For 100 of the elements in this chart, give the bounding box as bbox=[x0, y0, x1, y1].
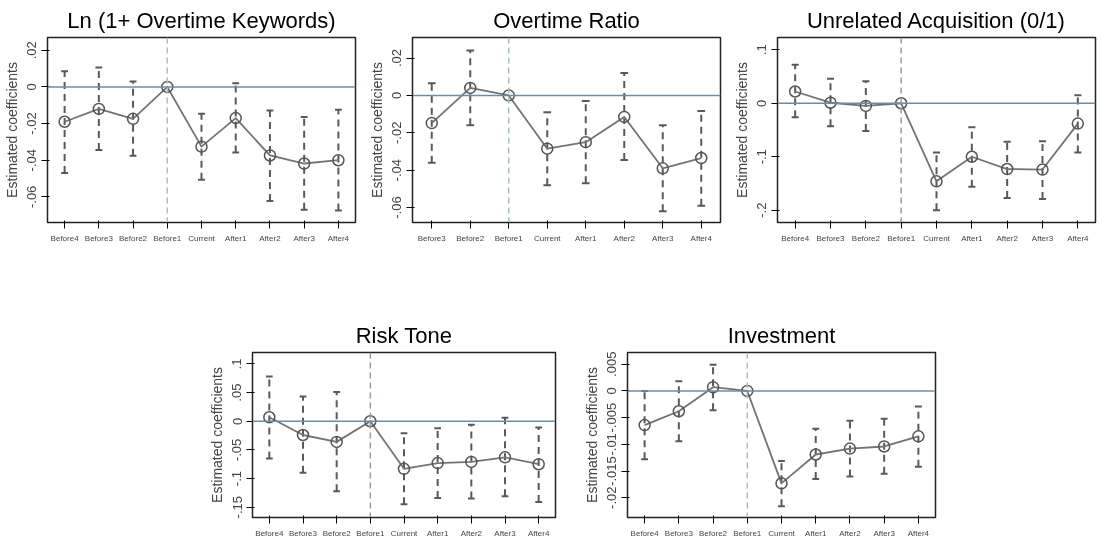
point bbox=[859, 99, 873, 113]
point bbox=[638, 418, 651, 432]
y-tick-label: -.02 bbox=[604, 486, 620, 509]
chart-title: Overtime Ratio bbox=[493, 7, 640, 33]
x-tick-label: Before2 bbox=[699, 528, 728, 538]
x-tick-label: Before1 bbox=[153, 233, 182, 243]
point bbox=[877, 440, 891, 453]
y-tick-label: .02 bbox=[24, 41, 40, 60]
x-tick-label: Before3 bbox=[288, 528, 318, 538]
chart-title: Investment bbox=[727, 322, 836, 348]
x-tick-label: Current bbox=[923, 233, 951, 243]
point bbox=[706, 380, 720, 394]
x-tick-label: After2 bbox=[613, 233, 636, 243]
point bbox=[579, 135, 592, 149]
point bbox=[425, 116, 438, 130]
x-tick-label: After2 bbox=[259, 233, 282, 243]
point bbox=[263, 149, 277, 162]
x-tick-label: Before1 bbox=[733, 528, 762, 538]
y-tick-label: .05 bbox=[229, 383, 245, 402]
point bbox=[1071, 117, 1085, 130]
y-tick-label: -.04 bbox=[24, 149, 40, 172]
point bbox=[297, 157, 311, 170]
point bbox=[843, 442, 857, 455]
chart-title: Risk Tone bbox=[355, 322, 452, 348]
point bbox=[824, 96, 837, 109]
x-tick-label: Current bbox=[768, 528, 796, 538]
x-tick-label: Before2 bbox=[322, 528, 352, 538]
x-tick-label: Before3 bbox=[664, 528, 694, 538]
point bbox=[695, 151, 708, 165]
y-tick-label: -.15 bbox=[229, 495, 245, 519]
x-tick-label: After3 bbox=[494, 528, 517, 538]
point bbox=[912, 430, 925, 443]
point bbox=[502, 89, 515, 102]
x-tick-label: After2 bbox=[839, 528, 862, 538]
point bbox=[263, 411, 276, 424]
x-tick-label: Before4 bbox=[255, 528, 284, 538]
point bbox=[126, 112, 140, 126]
point bbox=[656, 162, 669, 175]
y-tick-label: -.015 bbox=[604, 456, 620, 486]
y-tick-label: -.06 bbox=[389, 196, 405, 219]
x-tick-label: After3 bbox=[873, 528, 896, 538]
point bbox=[332, 153, 345, 167]
x-tick-label: Before3 bbox=[816, 233, 846, 243]
x-tick-label: After3 bbox=[652, 233, 674, 243]
chart-title: Ln (1+ Overtime Keywords) bbox=[67, 7, 336, 33]
y-axis-title: Estimated coefficients bbox=[733, 62, 750, 198]
y-tick-label: 0 bbox=[24, 83, 40, 91]
point bbox=[195, 140, 208, 153]
x-tick-label: Before3 bbox=[417, 233, 447, 243]
x-tick-label: After1 bbox=[225, 233, 247, 243]
x-tick-label: After1 bbox=[805, 528, 827, 538]
y-tick-label: -.1 bbox=[754, 149, 770, 165]
point bbox=[532, 457, 545, 471]
chart-title: Unrelated Acquisition (0/1) bbox=[806, 7, 1065, 33]
y-tick-label: 0 bbox=[754, 99, 770, 107]
y-axis-title: Estimated coefficients bbox=[583, 367, 600, 503]
y-tick-label: -.1 bbox=[229, 470, 245, 487]
point bbox=[92, 102, 106, 116]
x-tick-label: Before4 bbox=[50, 233, 80, 243]
x-tick-label: Before1 bbox=[887, 233, 916, 243]
x-tick-label: Before2 bbox=[119, 233, 148, 243]
x-tick-label: Before3 bbox=[84, 233, 114, 243]
y-tick-label: -.05 bbox=[229, 438, 245, 462]
x-tick-label: After2 bbox=[460, 528, 483, 538]
x-tick-label: Before2 bbox=[851, 233, 881, 243]
y-axis-title: Estimated coefficients bbox=[368, 62, 385, 198]
x-tick-label: Current bbox=[188, 233, 216, 243]
x-tick-label: Before4 bbox=[630, 528, 660, 538]
point bbox=[364, 415, 377, 428]
point bbox=[1036, 163, 1049, 176]
point bbox=[296, 428, 310, 442]
y-tick-label: .1 bbox=[229, 358, 245, 370]
point bbox=[431, 456, 444, 470]
y-tick-label: .1 bbox=[754, 44, 770, 56]
point bbox=[161, 80, 174, 94]
point bbox=[397, 462, 411, 476]
y-tick-label: .02 bbox=[389, 49, 405, 68]
point bbox=[672, 405, 686, 418]
x-tick-label: After1 bbox=[575, 233, 597, 243]
point bbox=[809, 448, 822, 461]
point bbox=[741, 384, 754, 398]
y-tick-label: -.06 bbox=[24, 185, 40, 209]
point bbox=[330, 435, 343, 449]
point bbox=[788, 85, 802, 98]
point bbox=[498, 451, 512, 464]
point bbox=[965, 150, 979, 163]
x-tick-label: Before2 bbox=[456, 233, 485, 243]
x-tick-label: After4 bbox=[690, 233, 713, 243]
x-tick-label: After1 bbox=[961, 233, 984, 243]
point bbox=[775, 477, 788, 490]
x-tick-label: After4 bbox=[327, 233, 350, 243]
x-tick-label: After3 bbox=[293, 233, 316, 243]
point bbox=[541, 142, 554, 155]
point bbox=[464, 81, 477, 95]
x-tick-label: After4 bbox=[1067, 233, 1090, 243]
y-tick-label: -.2 bbox=[754, 202, 770, 218]
x-tick-label: After4 bbox=[907, 528, 930, 538]
y-tick-label: -.02 bbox=[389, 121, 405, 144]
y-tick-label: 0 bbox=[389, 91, 405, 100]
x-tick-label: Before4 bbox=[781, 233, 810, 243]
